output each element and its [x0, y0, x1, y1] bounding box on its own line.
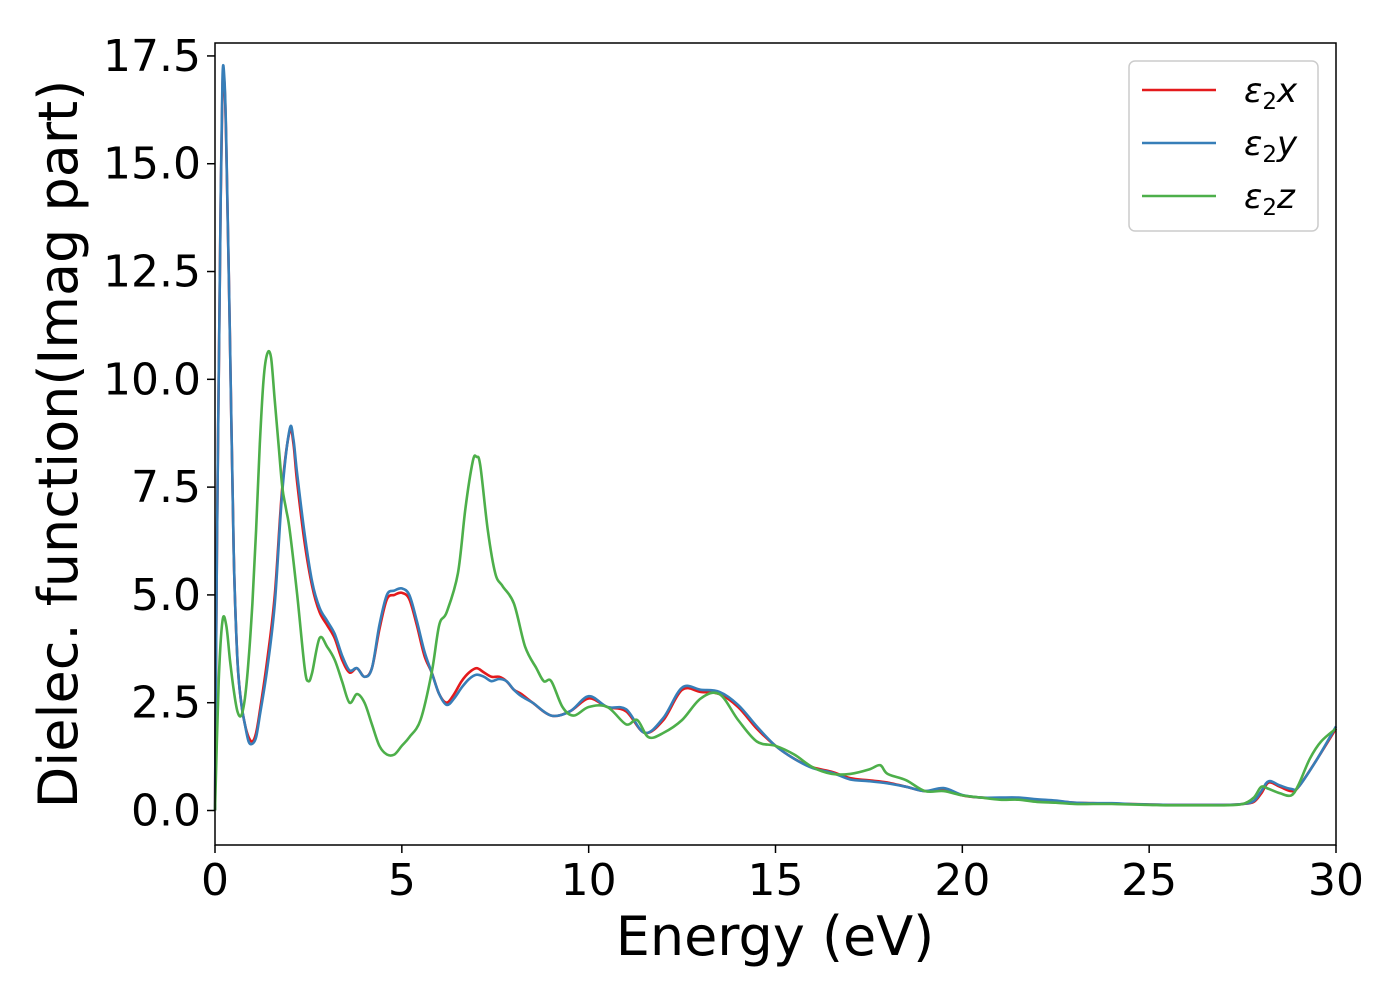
- x-tick-label: 10: [561, 855, 617, 906]
- y-tick-label: 5.0: [131, 570, 201, 621]
- legend-label-x: ε2x: [1244, 71, 1298, 115]
- x-axis-title: Energy (eV): [616, 905, 935, 968]
- series-layer: [213, 64, 1338, 811]
- y-tick-label: 0.0: [131, 786, 201, 837]
- x-tick-label: 25: [1121, 855, 1177, 906]
- legend-label-y: ε2y: [1244, 124, 1298, 168]
- y-tick-label: 2.5: [131, 678, 201, 729]
- x-tick-label: 5: [388, 855, 416, 906]
- y-tick-label: 10.0: [103, 354, 201, 405]
- x-tick-label: 0: [201, 855, 229, 906]
- x-axis: 0 5 10 15 20 25 30: [201, 845, 1364, 906]
- x-tick-label: 30: [1308, 855, 1364, 906]
- series-line-z: [213, 349, 1337, 811]
- x-tick-label: 20: [934, 855, 990, 906]
- legend: ε2x ε2y ε2z: [1128, 60, 1319, 232]
- y-tick-label: 15.0: [103, 139, 201, 190]
- legend-frame: [1128, 60, 1319, 232]
- y-axis-title: Dielec. function(Imag part): [27, 80, 90, 809]
- x-tick-label: 15: [748, 855, 804, 906]
- y-tick-label: 17.5: [103, 31, 201, 82]
- y-axis: 0.0 2.5 5.0 7.5 10.0 12.5 15.0 17.5: [103, 31, 215, 837]
- y-tick-label: 7.5: [131, 462, 201, 513]
- y-tick-label: 12.5: [103, 247, 201, 298]
- legend-label-z: ε2z: [1244, 177, 1296, 221]
